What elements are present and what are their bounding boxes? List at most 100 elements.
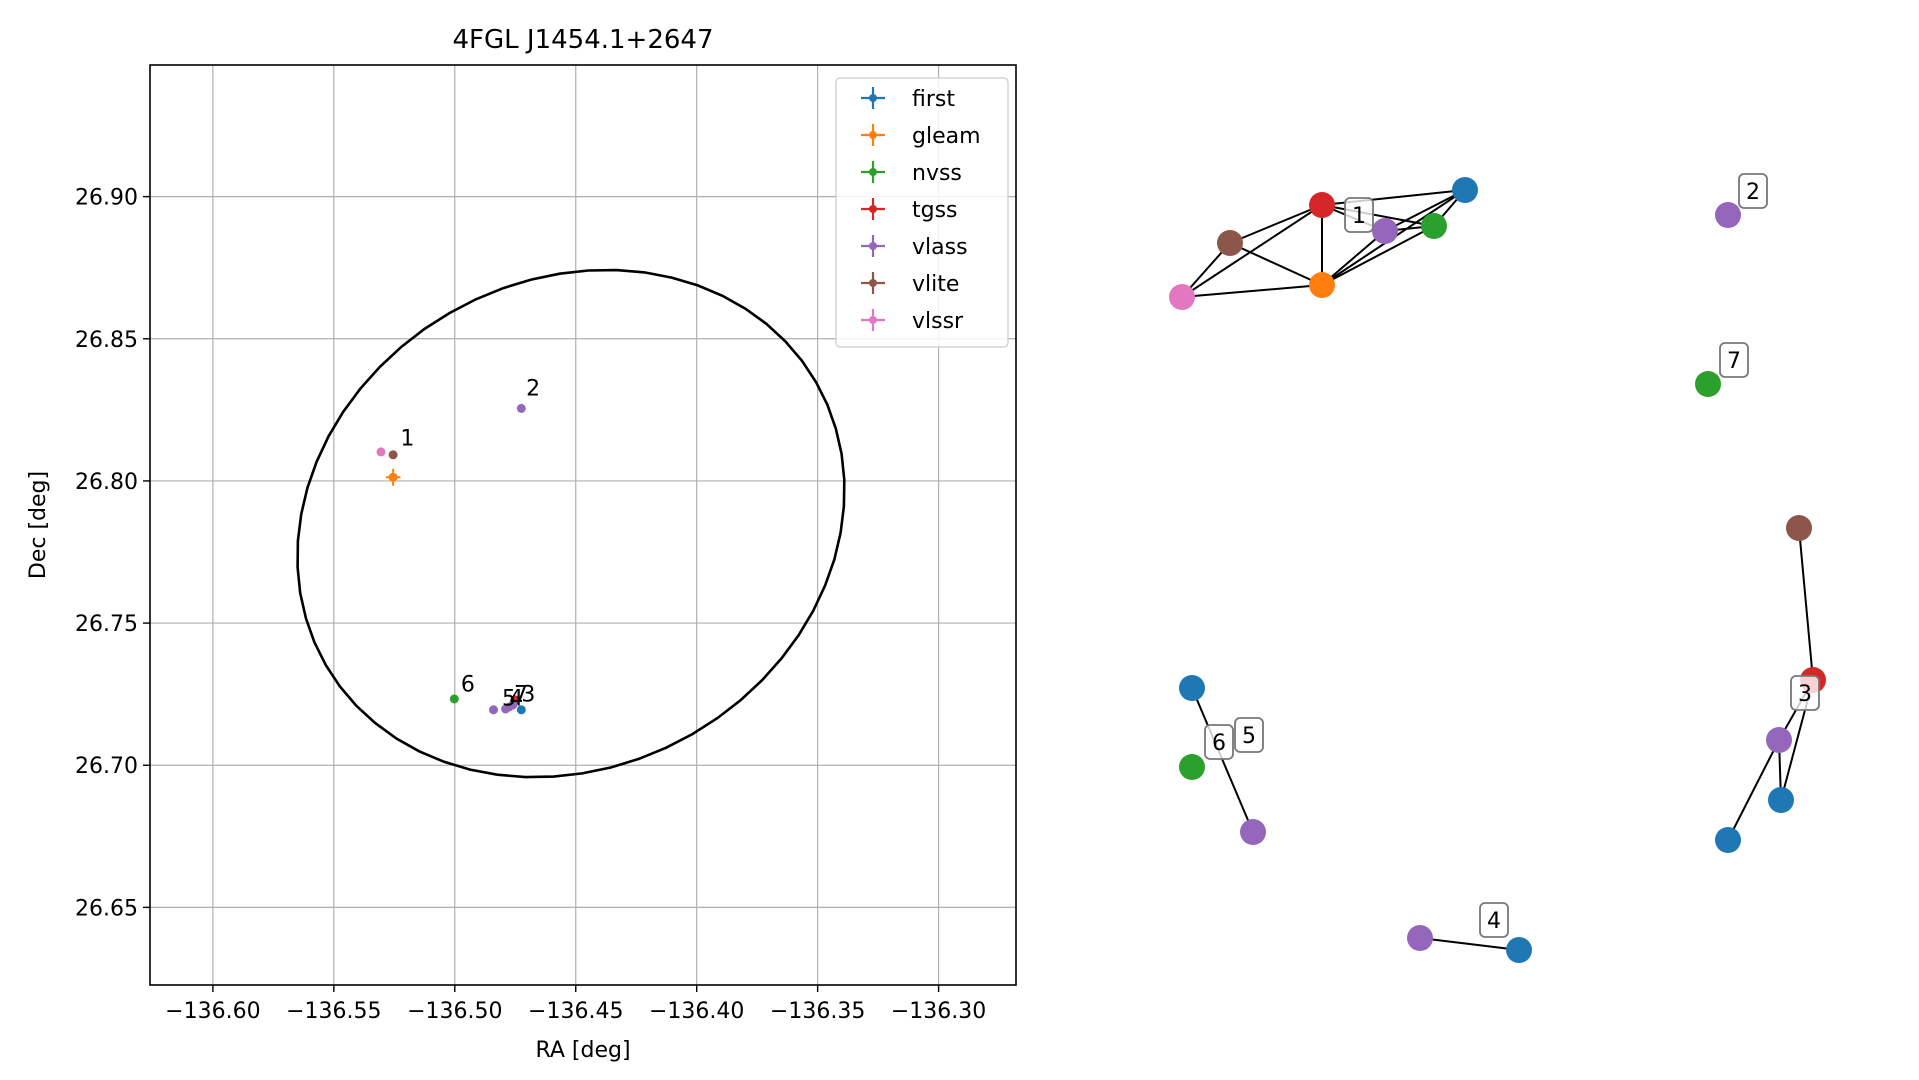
network-node — [1506, 937, 1532, 963]
x-tick-label: −136.60 — [165, 999, 260, 1024]
x-tick-label: −136.35 — [770, 999, 865, 1024]
network-node — [1695, 371, 1721, 397]
network-label-box — [1204, 724, 1234, 760]
x-tick-label: −136.55 — [286, 999, 381, 1024]
network-node — [1768, 787, 1794, 813]
legend-marker-dot — [869, 279, 877, 287]
x-tick-label: −136.45 — [528, 999, 623, 1024]
network-edge — [1321, 225, 1435, 286]
network-label: 7 — [1727, 349, 1741, 374]
point-label: 5 — [502, 687, 516, 712]
x-tick-label: −136.40 — [649, 999, 744, 1024]
network-label: 4 — [1487, 909, 1501, 934]
vlssr-point — [376, 447, 386, 457]
network-node — [1786, 515, 1812, 541]
point-label: 4 — [509, 687, 523, 712]
network-edge — [1229, 204, 1323, 244]
legend-marker-dot — [869, 205, 877, 213]
legend-marker-dot — [869, 168, 877, 176]
legend: first gleam nvss tgss vlass vlite vlssr — [835, 77, 1009, 348]
network-label: 2 — [1746, 180, 1760, 205]
vlass-point — [508, 700, 518, 710]
network-node — [1372, 218, 1398, 244]
legend-label: vlite — [912, 272, 959, 297]
network-label-box — [1790, 675, 1820, 711]
legend-label: vlass — [912, 235, 968, 260]
network-node — [1766, 727, 1792, 753]
network-label-box — [1344, 197, 1374, 233]
x-axis-ticks: −136.60 −136.55 −136.50 −136.45 −136.40 −136.… — [165, 985, 986, 1024]
network-label-box — [1719, 342, 1749, 378]
network-label: 5 — [1242, 724, 1256, 749]
point-label: 2 — [526, 377, 540, 402]
legend-label: gleam — [912, 124, 981, 149]
network-node — [1179, 754, 1205, 780]
legend-marker-dot — [869, 316, 877, 324]
network-edge — [1181, 284, 1323, 298]
vlass-point — [516, 403, 526, 413]
y-tick-label: 26.90 — [75, 186, 138, 211]
legend-label: vlssr — [912, 309, 964, 334]
y-tick-label: 26.85 — [75, 328, 138, 353]
point-label: 6 — [461, 672, 475, 697]
vlass-point — [488, 705, 498, 715]
network-node — [1452, 177, 1478, 203]
network-node — [1179, 675, 1205, 701]
legend-marker-dot — [869, 94, 877, 102]
nvss-point — [449, 694, 459, 704]
legend-box — [835, 77, 1009, 348]
y-tick-label: 26.65 — [75, 896, 138, 921]
x-tick-label: −136.30 — [891, 999, 986, 1024]
first-point — [516, 705, 526, 715]
network-edge — [1798, 527, 1814, 681]
legend-marker-dot — [869, 131, 877, 139]
y-tick-label: 26.70 — [75, 754, 138, 779]
grid-lines — [150, 65, 1016, 985]
error-ellipse-layer — [296, 268, 846, 779]
y-axis-label: Dec [deg] — [26, 471, 51, 579]
network-labels: 1 2 7 3 6 5 4 — [1204, 173, 1820, 938]
y-tick-label: 26.75 — [75, 612, 138, 637]
gleam-point — [388, 472, 398, 482]
x-axis-label: RA [deg] — [535, 1038, 630, 1063]
network-node — [1309, 192, 1335, 218]
network-edge — [1229, 242, 1323, 286]
network-node — [1217, 230, 1243, 256]
legend-label: nvss — [912, 161, 962, 186]
network-panel: 1 2 7 3 6 5 4 — [1169, 173, 1826, 963]
point-label: 7 — [514, 682, 528, 707]
legend-label: first — [912, 87, 955, 112]
plot-frame — [149, 64, 1017, 986]
network-edge — [1384, 189, 1466, 232]
legend-label: tgss — [912, 198, 958, 223]
network-node — [1240, 819, 1266, 845]
x-tick-label: −136.50 — [407, 999, 502, 1024]
error-ellipse — [296, 268, 846, 779]
y-tick-label: 26.80 — [75, 470, 138, 495]
vlite-point — [388, 450, 398, 460]
network-node — [1169, 284, 1195, 310]
network-node — [1309, 272, 1335, 298]
network-label: 6 — [1212, 731, 1226, 756]
point-label: 1 — [400, 426, 414, 451]
network-edge — [1191, 687, 1254, 833]
data-points-layer — [376, 403, 526, 715]
network-label: 3 — [1798, 682, 1812, 707]
network-edge — [1181, 204, 1323, 298]
chart-title: 4FGL J1454.1+2647 — [453, 25, 714, 55]
point-label: 3 — [521, 682, 535, 707]
network-edge — [1321, 230, 1386, 286]
network-label: 1 — [1352, 204, 1366, 229]
network-edge — [1727, 739, 1780, 841]
network-node — [1421, 213, 1447, 239]
legend-marker-dot — [869, 242, 877, 250]
network-label-box — [1479, 902, 1509, 938]
network-node — [1715, 827, 1741, 853]
network-edge — [1419, 937, 1520, 951]
network-node — [1715, 202, 1741, 228]
network-label-box — [1234, 717, 1264, 753]
network-label-box — [1738, 173, 1768, 209]
